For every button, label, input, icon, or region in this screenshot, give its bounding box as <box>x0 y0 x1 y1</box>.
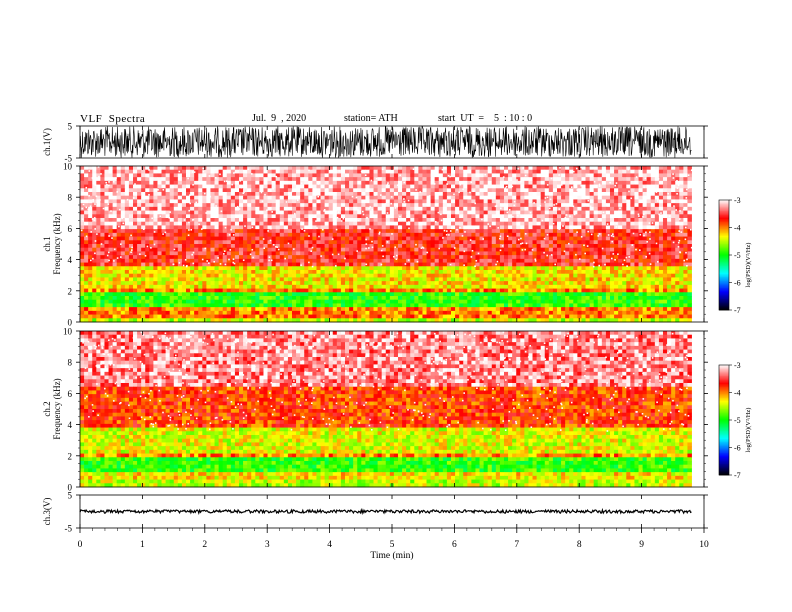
colorbar-2-tick-label-0: -3 <box>734 361 741 370</box>
colorbar-1-gradient <box>719 200 729 311</box>
s2-ytick-label-2: 4 <box>68 420 73 430</box>
w1-trace <box>79 125 692 159</box>
s1-ytick-label-0: 0 <box>68 318 73 328</box>
chart-title: VLF Spectra <box>80 113 146 125</box>
s1-ytick-label-4: 8 <box>68 193 73 203</box>
s2-cells <box>80 331 692 488</box>
w3-trace <box>79 507 692 516</box>
station-label: station= ATH <box>344 113 398 124</box>
s2-ytick-label-3: 6 <box>68 389 73 399</box>
xtick-label-9: 9 <box>639 540 644 550</box>
w3-ylabel-0: ch.3(V) <box>42 498 52 526</box>
s1-ytick-label-3: 6 <box>68 224 73 234</box>
start-time-label: start UT = 5 : 10 : 0 <box>438 113 533 124</box>
colorbar-1-tick-label-2: -5 <box>734 251 741 260</box>
w3-ytick-label-1: -5 <box>65 524 73 534</box>
xtick-label-7: 7 <box>514 540 519 550</box>
s1-ytick-label-1: 2 <box>68 286 73 296</box>
xtick-label-3: 3 <box>265 540 270 550</box>
s2-ytick-label-4: 8 <box>68 358 73 368</box>
s2-ylabel-1: Frequency (kHz) <box>52 378 62 439</box>
xtick-label-4: 4 <box>327 540 332 550</box>
xtick-label-1: 1 <box>140 540 145 550</box>
colorbar-1-label: log(PSD)(V²/Hz) <box>745 243 752 288</box>
s2-ylabel-0: ch.2 <box>42 401 52 416</box>
w1-ylabel-0: ch.1(V) <box>42 128 52 156</box>
w1-ytick-label-1: -5 <box>65 154 73 164</box>
xtick-label-8: 8 <box>577 540 582 550</box>
s1-ytick-label-2: 4 <box>68 255 73 265</box>
s2-ytick-label-5: 10 <box>63 327 73 337</box>
colorbar-2-gradient <box>719 365 729 476</box>
colorbar-2-tick-label-4: -7 <box>734 471 741 480</box>
s1-speckle <box>80 166 693 268</box>
colorbar-2-tick-label-1: -4 <box>734 389 741 398</box>
xtick-label-10: 10 <box>699 540 709 550</box>
s1-ylabel-0: ch.1 <box>42 236 52 251</box>
colorbar-1-tick-label-1: -4 <box>734 224 741 233</box>
colorbar-1-tick-label-4: -7 <box>734 306 741 315</box>
w3-ytick-label-0: 5 <box>68 491 73 501</box>
x-axis-label: Time (min) <box>370 550 413 561</box>
s2-ytick-label-0: 0 <box>68 483 73 493</box>
s2-speckle <box>82 331 691 432</box>
colorbar-2-tick-label-3: -6 <box>734 444 741 453</box>
s1-cells <box>80 166 692 323</box>
colorbar-2-label: log(PSD)(V²/Hz) <box>745 408 752 453</box>
s1-ytick-label-5: 10 <box>63 162 73 172</box>
colorbar-1-tick-label-3: -6 <box>734 279 741 288</box>
w1-ytick-label-0: 5 <box>68 122 73 132</box>
date-label: Jul. 9 , 2020 <box>252 113 307 124</box>
xtick-label-5: 5 <box>390 540 395 550</box>
s2-ytick-label-1: 2 <box>68 451 73 461</box>
colorbar-2-tick-label-2: -5 <box>734 416 741 425</box>
xtick-label-2: 2 <box>202 540 207 550</box>
s1-ylabel-1: Frequency (kHz) <box>52 213 62 274</box>
xtick-label-6: 6 <box>452 540 457 550</box>
xtick-label-0: 0 <box>78 540 83 550</box>
colorbar-1-tick-label-0: -3 <box>734 196 741 205</box>
